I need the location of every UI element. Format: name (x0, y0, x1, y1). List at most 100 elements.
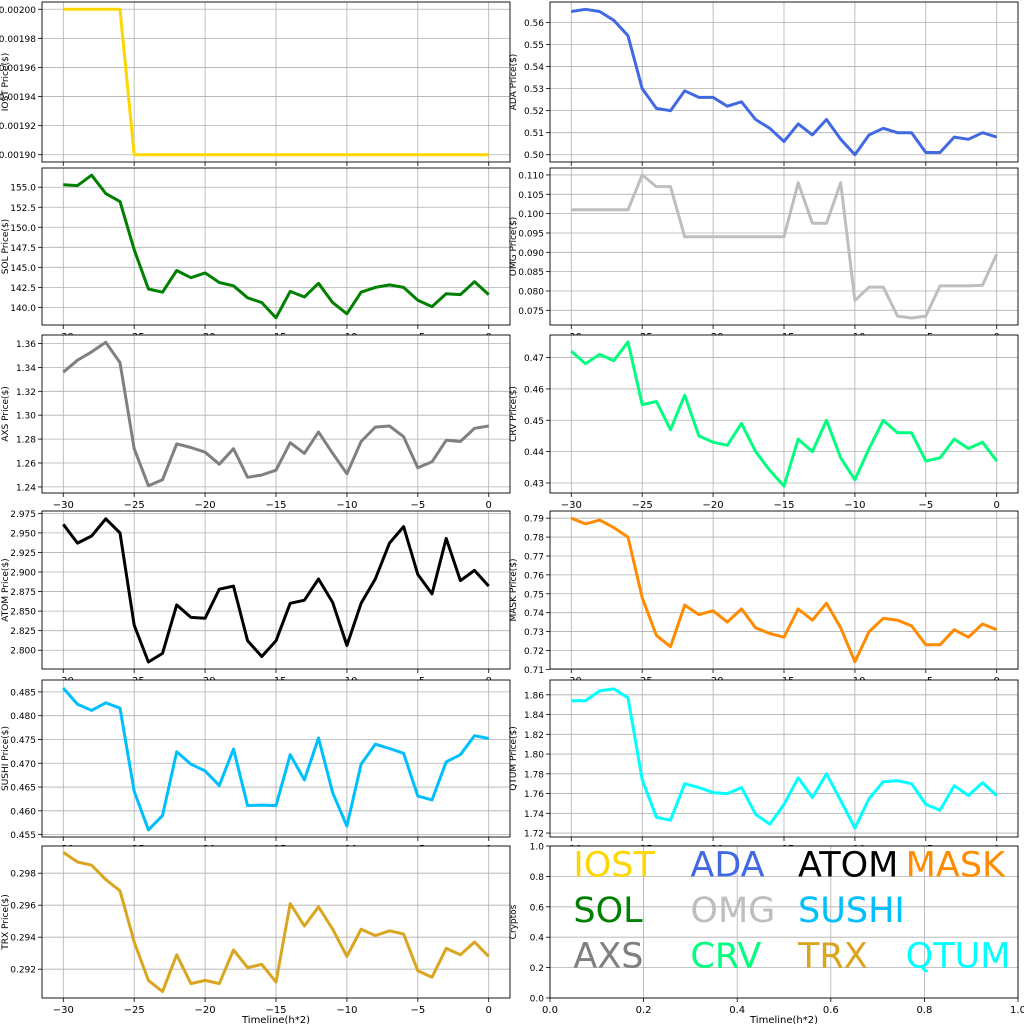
y-tick-label: 2.825 (10, 627, 36, 637)
series-line-ada (571, 7, 998, 157)
legend-label-atom: ATOM (798, 845, 898, 885)
y-tick-label: 0.76 (524, 571, 544, 581)
y-tick-label: 1.76 (524, 790, 544, 800)
y-tick-label: 1.26 (16, 460, 36, 470)
y-tick-label: 150.0 (10, 224, 36, 234)
axes-frame (41, 167, 511, 326)
y-tick-label: 142.5 (10, 284, 36, 294)
axes-frame (549, 510, 1019, 670)
chart-legend: 0.0 0.2 0.4 0.6 0.8 1.0 0.0 0.2 0.4 0.6 0.8 1.0 IOST… (509, 843, 1024, 1024)
y-tick-label: 1.32 (16, 388, 36, 398)
legend-label-ada: ADA (690, 845, 764, 885)
x-tick-label: 0.0 (542, 1005, 558, 1016)
y-tick-label: 0.0 (530, 995, 545, 1005)
y-axis-label: CRV Price($) (509, 386, 519, 442)
legend-label-axs: AXS (573, 937, 643, 977)
y-axis-label: MASK Price($) (509, 558, 519, 621)
y-tick-label: 0.79 (524, 515, 544, 525)
x-tick-label: −15 (773, 500, 794, 511)
y-tick-label: 0.54 (524, 63, 544, 73)
x-tick-label: −15 (265, 1005, 286, 1016)
y-tick-label: 1.36 (16, 340, 36, 350)
series-line-axs (62, 340, 489, 488)
axes-frame (549, 167, 1019, 326)
y-tick-label: 0.74 (524, 609, 544, 619)
y-tick-label: 0.105 (518, 191, 544, 201)
chart-qtum: −30−25−20−15−10−501.721.741.761.781.801.… (509, 679, 1019, 855)
y-tick-label: 0.00190 (0, 151, 36, 161)
y-tick-label: 147.5 (10, 244, 36, 254)
axes-frame (549, 845, 1019, 999)
x-tick-label: −30 (53, 1005, 74, 1016)
y-axis-label: SUSHI Price($) (1, 726, 11, 791)
series-line-crv (570, 340, 998, 488)
series-line-trx (62, 851, 490, 994)
x-tick-label: 0 (486, 500, 492, 511)
y-tick-label: 1.34 (16, 364, 36, 374)
y-axis-label: OMG Price($) (509, 217, 519, 276)
y-tick-label: 0.00200 (0, 6, 36, 16)
legend-label-iost: IOST (573, 845, 655, 885)
x-tick-label: −15 (265, 500, 286, 511)
y-tick-label: 0.6 (530, 903, 545, 913)
y-tick-label: 2.975 (10, 510, 36, 520)
x-axis-label: Timeline(h*2) (241, 1015, 310, 1024)
y-tick-label: 140.0 (10, 304, 36, 314)
y-tick-label: 0.52 (524, 107, 544, 117)
axes-frame (549, 334, 1019, 494)
y-tick-label: 0.00194 (0, 93, 36, 103)
y-tick-label: 0.00196 (0, 64, 36, 74)
y-tick-label: 0.296 (10, 902, 36, 912)
y-tick-label: 0.77 (524, 552, 544, 562)
chart-crv: −30 −25 −20 −15 −10 −5 0 0.43 0.44 0.45 0.46 0.47 CR… (509, 334, 1019, 521)
y-tick-label: 0.00198 (0, 35, 36, 45)
y-axis-label: AXS Price($) (1, 386, 11, 442)
y-axis-label: ADA Price($) (509, 54, 519, 111)
y-tick-label: 0.298 (10, 870, 36, 880)
y-tick-label: 0.475 (10, 736, 36, 746)
x-tick-label: 0 (486, 1005, 492, 1016)
x-tick-label: 0.8 (916, 1005, 932, 1016)
y-tick-label: 0.55 (524, 41, 544, 51)
axes-frame (41, 510, 511, 670)
x-tick-label: −5 (410, 1005, 425, 1016)
x-axis-label: Timeline(h*2) (749, 1015, 818, 1024)
series-line-sushi (62, 687, 489, 832)
x-tick-label: −20 (703, 500, 724, 511)
series-line-sol (63, 173, 490, 320)
y-tick-label: 1.30 (16, 412, 36, 422)
y-axis-label: ATOM Price($) (1, 558, 11, 621)
y-tick-label: 1.78 (524, 770, 544, 780)
axes-frame (41, 845, 511, 999)
series-line-mask (570, 516, 998, 664)
x-tick-label: −25 (632, 500, 653, 511)
series-line-qtum (571, 687, 998, 830)
legend-label-sushi: SUSHI (798, 891, 905, 931)
x-tick-label: −30 (561, 500, 582, 511)
x-tick-label: −20 (195, 500, 216, 511)
chart-trx: −30 −25 −20 −15 −10 −5 0 0.292 0.294 0.296 0.298 TR… (1, 845, 511, 1024)
y-tick-label: 0.47 (524, 354, 544, 364)
y-tick-label: 0.485 (10, 688, 36, 698)
x-tick-label: 0 (994, 500, 1000, 511)
legend-label-sol: SOL (573, 891, 643, 931)
chart-iost: −30−25−20−15−10−500.001900.001920.001940… (0, 1, 511, 180)
y-tick-label: 152.5 (10, 204, 36, 214)
y-tick-label: 0.095 (518, 229, 544, 239)
y-tick-label: 2.925 (10, 549, 36, 559)
series-line-atom (62, 517, 490, 664)
legend-label-crv: CRV (690, 937, 761, 977)
x-tick-label: −5 (918, 500, 933, 511)
axes-frame (41, 334, 511, 494)
x-tick-label: −30 (53, 500, 74, 511)
x-tick-label: 1.0 (1010, 1005, 1024, 1016)
y-tick-label: 1.80 (524, 751, 544, 761)
y-tick-label: 0.4 (530, 934, 545, 944)
y-tick-label: 1.28 (16, 436, 36, 446)
y-tick-label: 0.480 (10, 712, 36, 722)
y-tick-label: 1.72 (524, 830, 544, 840)
y-tick-label: 0.110 (518, 171, 544, 181)
y-tick-label: 1.74 (524, 810, 544, 820)
y-tick-label: 0.460 (10, 807, 36, 817)
